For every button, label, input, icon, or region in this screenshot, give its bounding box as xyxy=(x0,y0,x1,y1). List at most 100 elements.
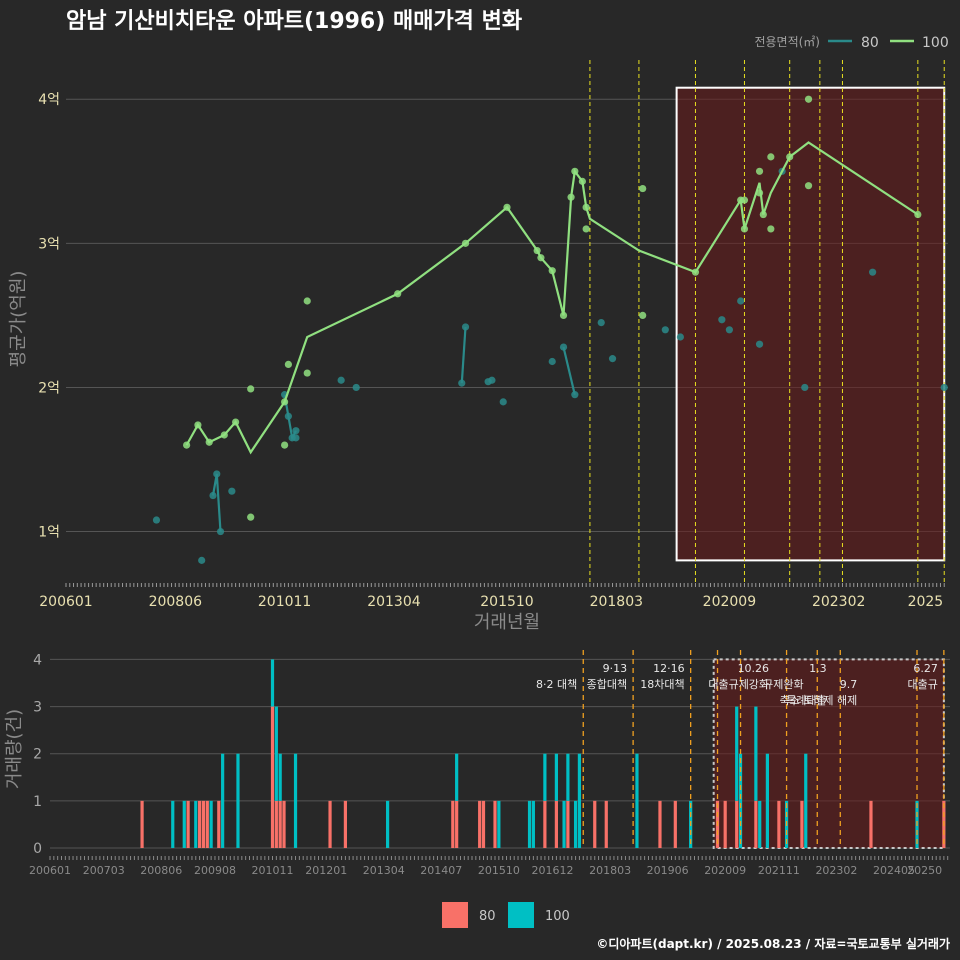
event-label: 18차대책 xyxy=(640,678,684,691)
data-point-100 xyxy=(740,196,749,204)
event-label: 8·2 대책 xyxy=(536,678,577,691)
volume-bar-80 xyxy=(274,800,278,848)
data-point-100 xyxy=(503,203,511,211)
data-point-80 xyxy=(559,343,568,351)
volume-bar-80 xyxy=(481,800,486,848)
volume-bar-100 xyxy=(385,800,390,848)
data-point-80 xyxy=(488,376,496,384)
event-label: 9.7 xyxy=(840,678,858,691)
x-tick-label: 2025 xyxy=(908,594,944,610)
y-axis-label: 평균가(억원) xyxy=(8,271,29,368)
data-point-100 xyxy=(582,203,590,211)
data-point-80 xyxy=(352,383,360,392)
volume-bar-80 xyxy=(777,800,781,848)
x-tick-label: 201304 xyxy=(363,864,405,877)
x-tick-label: 201803 xyxy=(589,864,631,877)
data-point-100 xyxy=(303,369,311,377)
legend-label-100: 100 xyxy=(922,35,949,51)
x-tick-label: 201304 xyxy=(367,594,421,610)
data-point-80 xyxy=(725,326,733,334)
x-tick-label: 201803 xyxy=(590,594,643,610)
x-axis-label: 거래년월 xyxy=(474,612,540,633)
volume-bar-80 xyxy=(800,800,804,848)
event-label: 특례대출 xyxy=(786,694,826,707)
x-tick-label: 202302 xyxy=(815,864,857,877)
y-tick-label: 4 xyxy=(33,652,42,668)
data-point-100 xyxy=(461,239,470,247)
series-line-80 xyxy=(460,326,467,384)
data-point-100 xyxy=(537,254,545,262)
data-point-100 xyxy=(533,246,541,255)
series-line-80 xyxy=(211,473,222,532)
data-point-100 xyxy=(247,385,255,393)
x-tick-label: 201407 xyxy=(420,864,462,877)
data-point-80 xyxy=(228,487,236,495)
data-point-80 xyxy=(198,556,206,564)
data-point-100 xyxy=(548,267,556,275)
event-label: 종합대책 xyxy=(587,678,627,691)
x-tick-label: 201510 xyxy=(480,594,533,610)
y-tick-label: 4억 xyxy=(38,92,60,108)
volume-bar-100 xyxy=(566,753,570,801)
data-point-100 xyxy=(740,225,749,233)
volume-bar-80 xyxy=(328,800,332,848)
data-point-100 xyxy=(281,398,289,406)
x-tick-label: 200908 xyxy=(194,864,236,877)
y-tick-label: 1 xyxy=(33,794,42,810)
data-point-100 xyxy=(914,210,922,219)
data-point-100 xyxy=(639,184,647,193)
event-label: 12·16 xyxy=(653,662,685,675)
y-tick-label: 3 xyxy=(33,700,42,716)
data-point-100 xyxy=(582,225,590,233)
event-label: 축소 토허제 해제 xyxy=(779,693,857,707)
volume-bar-80 xyxy=(673,800,677,848)
y-tick-label: 0 xyxy=(33,841,42,857)
y-tick-label: 3억 xyxy=(38,236,60,252)
volume-bar-100 xyxy=(527,800,532,848)
volume-bar-100 xyxy=(804,753,808,848)
data-point-80 xyxy=(755,340,764,348)
data-point-100 xyxy=(767,153,775,161)
event-label: 6.27 xyxy=(913,662,938,675)
volume-bar-100 xyxy=(758,800,762,848)
volume-bar-100 xyxy=(270,659,275,707)
volume-bar-100 xyxy=(765,753,769,848)
x-tick-label: 200601 xyxy=(29,864,71,877)
volume-bar-100 xyxy=(635,753,639,848)
volume-bar-100 xyxy=(221,753,225,848)
data-point-80 xyxy=(152,516,161,524)
volume-bar-80 xyxy=(451,800,455,848)
data-point-80 xyxy=(213,470,221,478)
event-label: 9·13 xyxy=(603,662,628,675)
x-tick-label: 201612 xyxy=(532,864,574,877)
data-point-80 xyxy=(499,398,507,406)
data-point-80 xyxy=(284,412,292,420)
x-tick-label: 202302 xyxy=(812,594,865,610)
volume-bar-100 xyxy=(497,800,501,848)
volume-bar-80 xyxy=(201,800,206,848)
data-point-80 xyxy=(597,319,605,327)
x-tick-label: 201510 xyxy=(478,864,520,877)
legend-label-80: 80 xyxy=(479,909,496,924)
data-point-80 xyxy=(337,376,345,384)
legend-swatch-100 xyxy=(508,902,534,928)
data-point-100 xyxy=(571,167,579,175)
data-point-100 xyxy=(220,431,228,439)
x-tick-label: 20250 xyxy=(907,864,942,877)
volume-bar-80 xyxy=(140,800,144,848)
volume-bar-100 xyxy=(236,753,240,848)
volume-bar-80 xyxy=(282,800,286,848)
legend-label-80: 80 xyxy=(861,35,879,51)
volume-bar-80 xyxy=(754,800,758,848)
y-tick-label: 1억 xyxy=(38,525,60,541)
data-point-100 xyxy=(804,95,813,103)
volume-bar-80 xyxy=(723,800,727,848)
data-point-80 xyxy=(209,491,217,500)
volume-bar-80 xyxy=(493,800,497,848)
x-tick-label: 200806 xyxy=(149,594,203,610)
volume-bar-80 xyxy=(566,800,570,848)
volume-bar-100 xyxy=(274,706,278,801)
volume-bar-100 xyxy=(171,800,175,848)
volume-bar-80 xyxy=(543,800,547,848)
